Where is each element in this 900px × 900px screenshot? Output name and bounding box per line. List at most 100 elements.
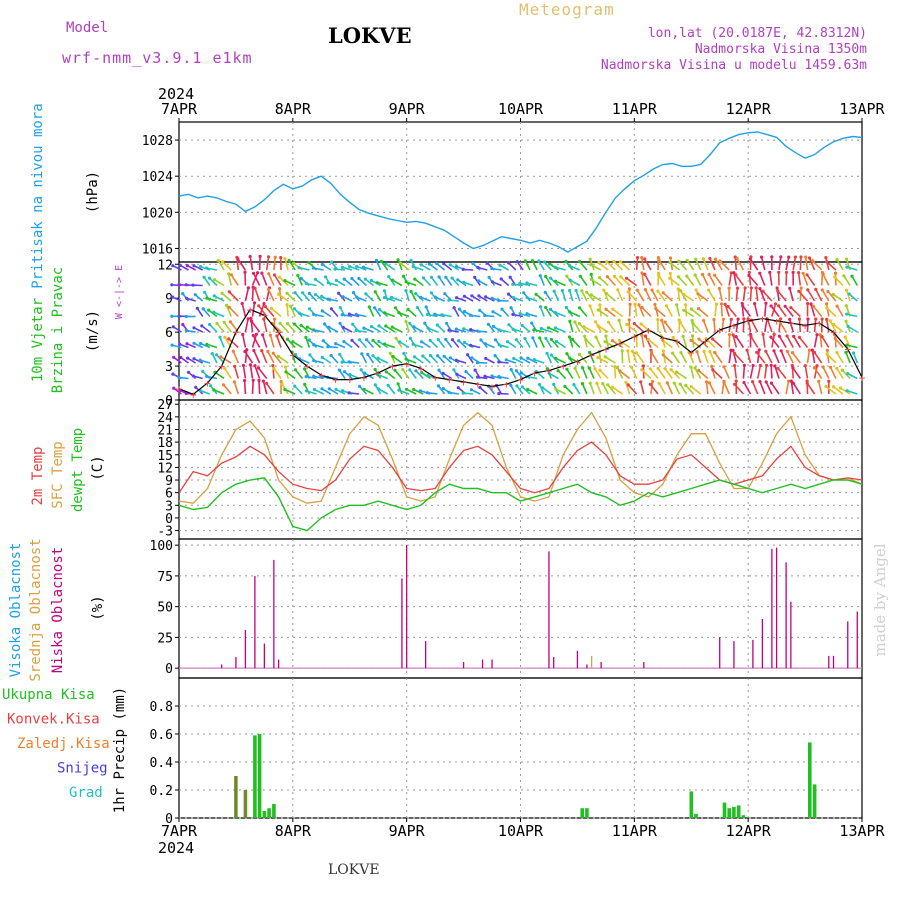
wind-arrow xyxy=(284,279,296,287)
wind-arrow xyxy=(664,321,673,333)
wind-arrow xyxy=(827,290,837,302)
wind-arrow xyxy=(628,304,631,317)
wind-arrow xyxy=(427,313,438,318)
wind-arrow xyxy=(384,312,396,318)
wind-arrow-head xyxy=(476,265,480,270)
wind-arrow-head xyxy=(577,259,582,264)
wind-arrow xyxy=(385,371,396,380)
wind-arrow-head xyxy=(272,273,277,277)
wind-arrow xyxy=(314,388,325,395)
wind-arrow xyxy=(349,265,360,271)
wind-arrow xyxy=(305,337,311,348)
wind-arrow-head xyxy=(308,353,312,357)
wind-arrow xyxy=(614,366,617,379)
wind-arrow-head xyxy=(291,340,295,344)
wind-arrow-head xyxy=(626,349,630,353)
wind-arrow-head xyxy=(448,356,452,360)
wind-arrow xyxy=(618,320,624,333)
wind-arrow-head xyxy=(469,328,473,332)
wind-arrow xyxy=(627,291,638,302)
wind-arrow xyxy=(806,382,816,395)
wind-arrow-head xyxy=(433,312,437,316)
precip-bar xyxy=(808,742,812,818)
wind-arrow xyxy=(843,275,851,286)
wind-arrow-head xyxy=(367,305,371,309)
wind-arrow-head xyxy=(401,368,405,372)
wind-arrow-head xyxy=(704,380,709,384)
wind-arrow xyxy=(492,281,502,287)
wind-arrow-head xyxy=(391,355,395,359)
wind-arrow xyxy=(620,276,631,287)
wind-speed-marker: + xyxy=(859,371,866,384)
wind-arrow xyxy=(569,279,581,287)
wind-arrow xyxy=(422,355,431,364)
wind-arrow-head xyxy=(323,275,328,279)
wind-arrow-head xyxy=(758,271,762,275)
wind-speed-marker: + xyxy=(176,383,183,396)
wind-arrow xyxy=(273,257,276,271)
wind-arrow-head xyxy=(553,326,558,330)
wind-arrow xyxy=(413,326,424,333)
wind-arrow-head xyxy=(184,391,188,395)
wind-arrow xyxy=(285,371,296,380)
wind-arrow xyxy=(430,276,439,286)
wind-arrow-head xyxy=(639,380,643,384)
high-cloud-label: Visoka Oblacnost xyxy=(8,543,24,678)
wind-arrow xyxy=(713,319,716,333)
wind-arrow xyxy=(817,381,823,395)
wind-arrow xyxy=(846,389,858,395)
wind-arrow-head xyxy=(320,294,324,298)
wind-arrow xyxy=(463,268,474,271)
precip-bar xyxy=(253,735,257,818)
bottom-xtick-label: 13APR xyxy=(839,822,885,840)
wind-arrow xyxy=(241,303,247,317)
wind-arrow-head xyxy=(702,318,706,323)
temperature-ytick-label: 6 xyxy=(165,487,173,502)
wind-arrow-head xyxy=(320,355,324,360)
wind-arrow xyxy=(217,260,225,271)
wind-arrow-head xyxy=(840,368,844,372)
wind-arrow-head xyxy=(618,369,622,373)
wind-arrow-head xyxy=(185,342,189,346)
wind-arrow-head xyxy=(397,311,401,315)
wind-arrow xyxy=(773,350,780,364)
wind-arrow xyxy=(313,267,324,271)
wind-arrow-head xyxy=(323,322,327,326)
wind-arrow-head xyxy=(570,337,575,341)
wind-arrow-head xyxy=(515,260,519,264)
wind-arrow xyxy=(640,257,645,271)
wind-arrow xyxy=(342,361,353,364)
wind-arrow xyxy=(410,291,417,302)
wind-arrow-head xyxy=(376,356,380,360)
wind-arrow-head xyxy=(578,274,583,278)
precip-legend-item: Konvek.Kisa xyxy=(7,712,100,728)
wind-arrow xyxy=(405,321,410,333)
wind-arrow xyxy=(660,319,666,333)
wind-arrow-head xyxy=(293,322,297,326)
wind-arrow xyxy=(633,323,645,333)
wind-arrow xyxy=(372,355,382,364)
wind-arrow-head xyxy=(689,307,694,311)
wind-arrow-head xyxy=(764,380,768,384)
wind-arrow xyxy=(541,327,552,333)
wind-arrow-head xyxy=(635,288,639,292)
wind-arrow xyxy=(602,383,609,395)
wind-arrow-head xyxy=(455,296,459,300)
wind-arrow-head xyxy=(415,306,420,310)
wind-arrow xyxy=(806,350,811,364)
wind-arrow xyxy=(550,338,560,349)
wind-arrow xyxy=(789,288,794,302)
wind-arrow-head xyxy=(222,320,226,324)
wind-arrow xyxy=(759,272,766,286)
wind-arrow xyxy=(548,372,559,380)
wind-arrow-head xyxy=(507,261,511,265)
wind-arrow-head xyxy=(668,271,672,276)
wind-arrow xyxy=(356,296,367,302)
wind-arrow-head xyxy=(565,367,569,371)
wind-arrow xyxy=(605,292,616,302)
wind-arrow-head xyxy=(628,302,632,306)
wind-arrow-head xyxy=(789,379,793,383)
wind-arrow-head xyxy=(177,376,181,380)
wind-arrow-head xyxy=(565,352,569,356)
wind-arrow-head xyxy=(490,280,494,284)
